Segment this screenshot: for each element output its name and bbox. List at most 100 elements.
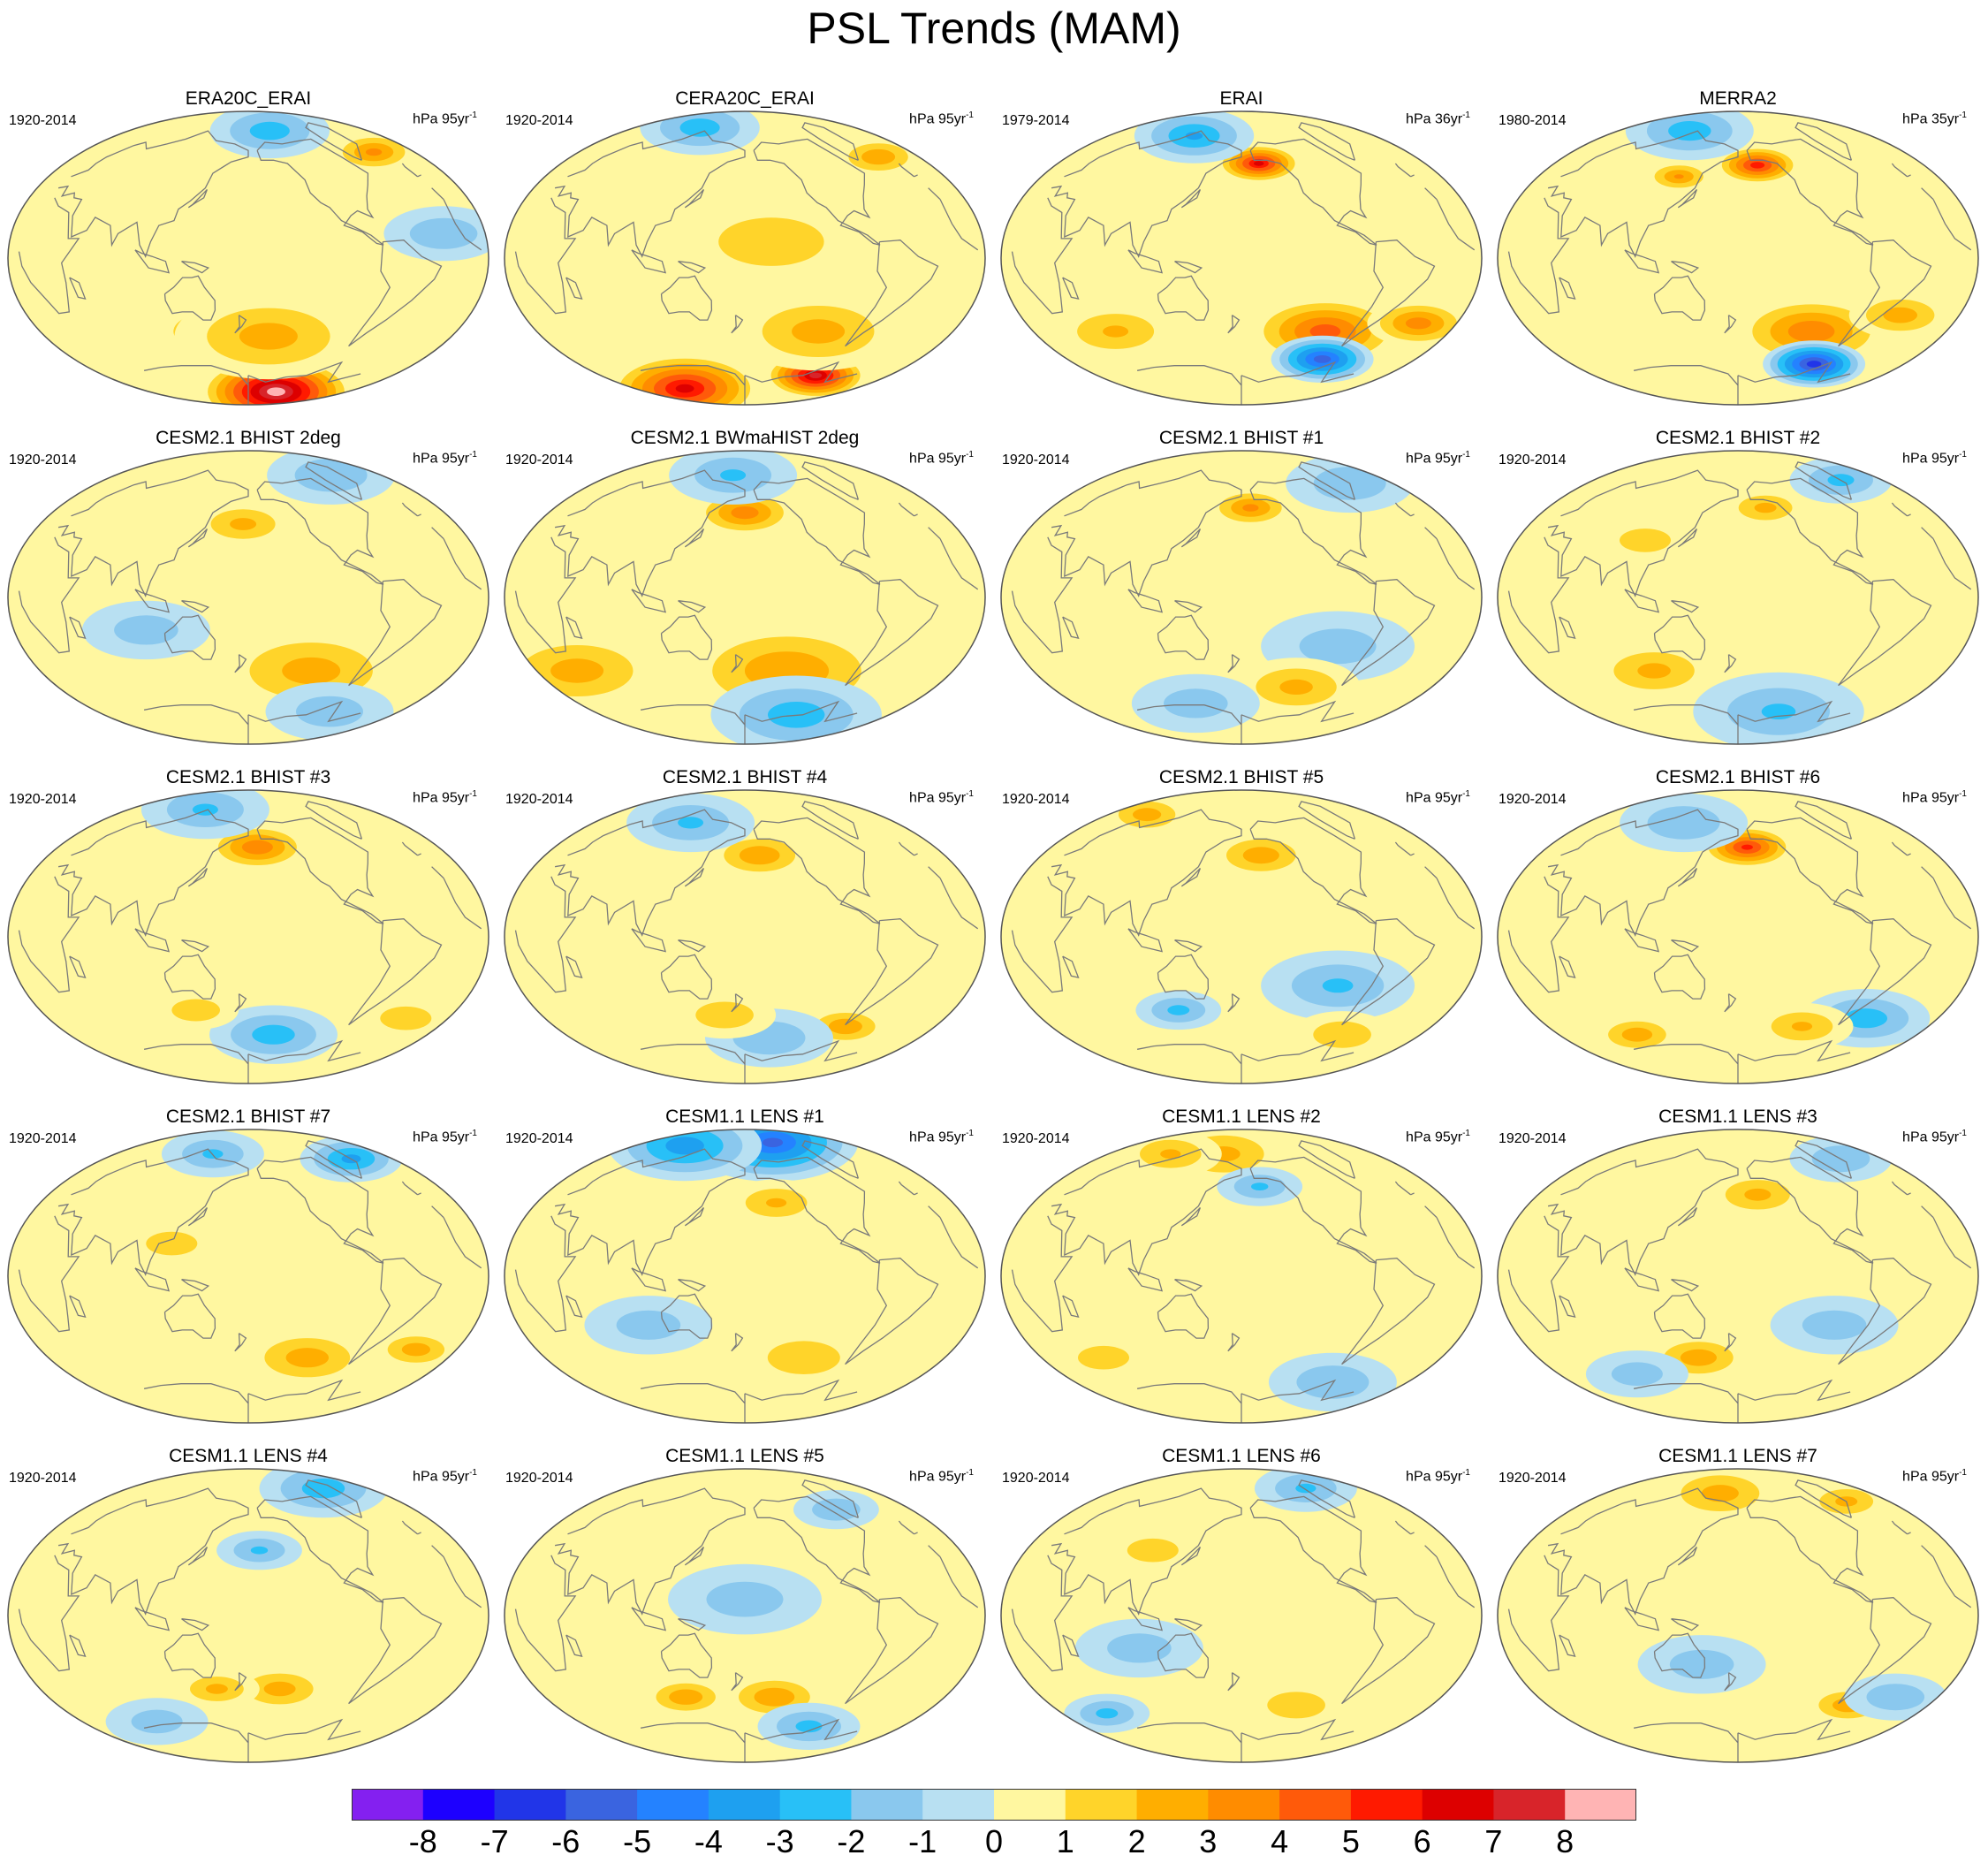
coastline: [845, 1258, 939, 1365]
coastline: [554, 1148, 941, 1276]
coastline: [143, 361, 361, 405]
map-outline: [1497, 1468, 1979, 1763]
coastline: [1838, 240, 1932, 347]
panel-units-exponent: -1: [1462, 1129, 1470, 1138]
coastline: [348, 240, 443, 347]
anomaly-contour: [861, 148, 896, 165]
anomaly-contour: [731, 506, 759, 520]
panel-title: CESM2.1 BHIST #7: [165, 1106, 331, 1127]
panel-units-text: hPa 95yr: [1902, 1469, 1960, 1485]
anomaly-contour: [366, 148, 383, 156]
coastline: [1891, 1520, 1911, 1535]
coastline: [514, 876, 979, 993]
colorbar-label: 5: [1341, 1823, 1360, 1859]
map-panel: CESM1.1 LENS #5 1920-2014 hPa 95yr-1: [497, 1437, 993, 1776]
coastline: [401, 1520, 421, 1535]
coastline: [1227, 1333, 1241, 1352]
panel-units-text: hPa 35yr: [1902, 111, 1960, 127]
anomaly-contour: [1866, 1684, 1925, 1711]
anomaly-contour: [146, 1231, 198, 1256]
panel-units: hPa 95yr-1: [909, 1126, 974, 1145]
coastline: [69, 1295, 87, 1318]
coastline: [631, 249, 667, 274]
coastline: [1062, 277, 1080, 300]
coastline: [1136, 1039, 1354, 1084]
panel-units-text: hPa 95yr: [413, 1469, 470, 1485]
coastline: [1157, 614, 1210, 660]
psl-trend-map: [1497, 789, 1979, 1084]
panel-units-text: hPa 95yr: [413, 790, 470, 806]
anomaly-contour: [762, 1137, 784, 1148]
coastline: [1051, 809, 1438, 937]
anomaly-contour: [282, 657, 341, 685]
coastline: [1341, 1597, 1436, 1705]
anomaly-contour: [285, 1348, 329, 1368]
coastline: [181, 1279, 210, 1292]
coastline: [1227, 315, 1241, 334]
coastline: [143, 1718, 361, 1762]
coastline: [1677, 868, 1698, 887]
colorbar-swatch: [708, 1789, 781, 1821]
panel-title: CESM2.1 BWmaHIST 2deg: [630, 428, 860, 448]
coastline: [565, 277, 583, 300]
coastline: [1174, 600, 1203, 613]
colorbar-label: -2: [837, 1823, 866, 1859]
panel-units-exponent: -1: [469, 789, 477, 799]
colorbar-label: 1: [1056, 1823, 1074, 1859]
psl-trend-map: [1000, 1129, 1483, 1424]
coastline: [660, 954, 713, 1000]
panel-units-text: hPa 95yr: [1902, 451, 1960, 467]
coastline: [187, 1547, 209, 1566]
colorbar-label: -8: [408, 1823, 437, 1859]
panel-period: 1920-2014: [505, 792, 573, 807]
anomaly-contour: [1107, 1633, 1172, 1663]
anomaly-contour: [679, 118, 720, 137]
coastline: [1180, 868, 1202, 887]
coastline: [684, 1547, 705, 1566]
coastline: [1547, 469, 1934, 597]
panel-title: CESM2.1 BHIST 2deg: [156, 428, 341, 448]
map-panel: ERA20C_ERAI 1920-2014 hPa 95yr-1: [0, 80, 497, 419]
panel-units-exponent: -1: [966, 789, 974, 799]
psl-trend-map: [1497, 1129, 1979, 1424]
anomaly-contour: [1267, 1692, 1325, 1719]
panel-units-exponent: -1: [1462, 110, 1470, 120]
map-outline: [1000, 110, 1483, 406]
coastline: [678, 1279, 707, 1292]
coastline: [1249, 477, 1377, 585]
coastline: [181, 939, 210, 953]
coastline: [134, 1607, 171, 1631]
coastline: [660, 1632, 713, 1678]
map-outline: [7, 1129, 489, 1424]
panel-title: CESM2.1 BHIST #3: [165, 767, 331, 787]
anomaly-contour: [296, 696, 363, 727]
panel-title: CERA20C_ERAI: [675, 88, 815, 109]
coastline: [1653, 275, 1706, 321]
panel-units-exponent: -1: [469, 1468, 477, 1478]
coastline: [163, 275, 216, 321]
coastline: [1180, 1207, 1202, 1227]
map-panel: CESM2.1 BHIST #1 1920-2014 hPa 95yr-1: [993, 419, 1490, 758]
coastline: [565, 1295, 583, 1318]
coastline: [1249, 138, 1377, 246]
map-panel: CESM1.1 LENS #6 1920-2014 hPa 95yr-1: [993, 1437, 1490, 1776]
coastline: [514, 1215, 979, 1333]
panel-units: hPa 95yr-1: [413, 787, 477, 806]
coastline: [256, 817, 384, 924]
panel-units: hPa 95yr-1: [909, 447, 974, 467]
map-outline: [1497, 1129, 1979, 1424]
anomaly-contour: [1611, 1362, 1663, 1386]
coastline: [1559, 616, 1576, 639]
coastline: [1633, 700, 1851, 744]
psl-trend-map: [1000, 1468, 1483, 1763]
panel-title: CESM1.1 LENS #6: [1162, 1446, 1321, 1466]
coastline: [1653, 1632, 1706, 1678]
coastline: [565, 616, 583, 639]
coastline: [640, 1718, 858, 1762]
coastline: [753, 817, 881, 924]
panel-units: hPa 95yr-1: [1902, 1465, 1967, 1485]
panel-period: 1920-2014: [1499, 1131, 1567, 1146]
coastline: [1249, 1495, 1377, 1603]
coastline: [1227, 993, 1241, 1013]
coastline: [1011, 536, 1476, 654]
